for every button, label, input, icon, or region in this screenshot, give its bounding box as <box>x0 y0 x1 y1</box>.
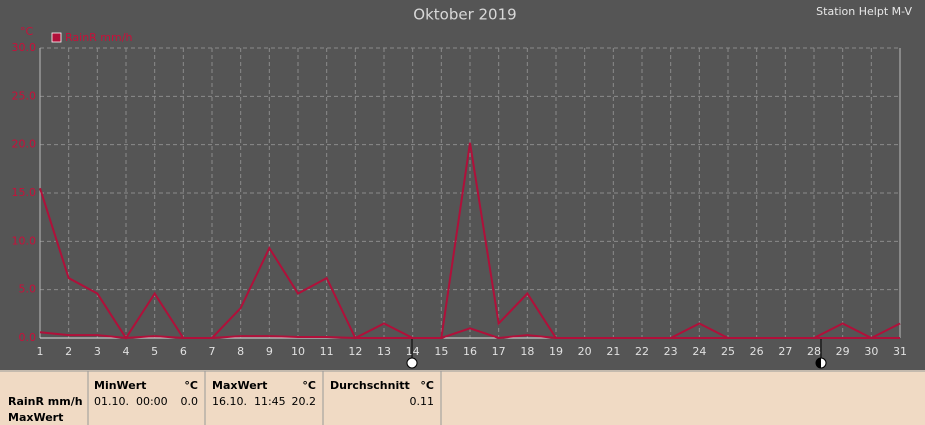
y-tick-label: 30.0 <box>12 41 37 54</box>
x-tick-label: 20 <box>578 345 592 358</box>
x-tick-label: 30 <box>864 345 878 358</box>
x-tick-label: 31 <box>893 345 907 358</box>
x-tick-label: 29 <box>836 345 850 358</box>
time: 16.10. 11:45 <box>212 395 286 408</box>
column-title: MaxWert <box>212 379 267 392</box>
x-tick-label: 25 <box>721 345 735 358</box>
x-tick-label: 15 <box>434 345 448 358</box>
x-tick-label: 17 <box>492 345 506 358</box>
table-background <box>0 370 925 425</box>
chart-subtitle: Station Helpt M-V <box>816 5 912 18</box>
unit: °C <box>420 379 434 392</box>
x-tick-label: 21 <box>606 345 620 358</box>
x-tick-label: 18 <box>520 345 534 358</box>
x-tick-label: 27 <box>778 345 792 358</box>
y-tick-label: 10.0 <box>12 234 37 247</box>
y-tick-label: 15.0 <box>12 186 37 199</box>
chart-background <box>0 0 925 370</box>
x-tick-label: 16 <box>463 345 477 358</box>
x-tick-label: 24 <box>692 345 706 358</box>
y-tick-label: 5.0 <box>19 283 37 296</box>
value: 20.2 <box>292 395 317 408</box>
row-label: RainR mm/h <box>8 395 83 408</box>
x-tick-label: 9 <box>266 345 273 358</box>
x-tick-label: 13 <box>377 345 391 358</box>
x-tick-label: 3 <box>94 345 101 358</box>
stats-table: RainR mm/h MaxWert MinWert °C 01.10. 00:… <box>0 370 925 425</box>
x-tick-label: 12 <box>348 345 362 358</box>
column-title: Durchschnitt <box>330 379 410 392</box>
moon-half-shade <box>816 358 821 368</box>
x-tick-label: 5 <box>151 345 158 358</box>
value: 0.0 <box>181 395 199 408</box>
x-tick-label: 6 <box>180 345 187 358</box>
chart-title: Oktober 2019 <box>413 6 516 24</box>
unit: °C <box>184 379 198 392</box>
time: 01.10. 00:00 <box>94 395 168 408</box>
x-tick-label: 11 <box>320 345 334 358</box>
x-tick-label: 2 <box>65 345 72 358</box>
unit: °C <box>302 379 316 392</box>
column-title: MinWert <box>94 379 146 392</box>
y-tick-label: 20.0 <box>12 138 37 151</box>
series-line <box>39 327 900 340</box>
row-label: MaxWert <box>8 411 63 424</box>
moon-full <box>406 357 418 369</box>
x-tick-label: 22 <box>635 345 649 358</box>
x-tick-label: 1 <box>37 345 44 358</box>
x-tick-label: 19 <box>549 345 563 358</box>
x-tick-label: 8 <box>237 345 244 358</box>
x-tick-label: 10 <box>291 345 305 358</box>
x-tick-label: 26 <box>750 345 764 358</box>
value: 0.11 <box>410 395 435 408</box>
legend-swatch <box>51 32 62 43</box>
x-tick-label: 4 <box>123 345 130 358</box>
y-tick-label: 25.0 <box>12 89 37 102</box>
x-tick-label: 28 <box>807 345 821 358</box>
x-tick-label: 23 <box>664 345 678 358</box>
x-tick-label: 7 <box>209 345 216 358</box>
y-tick-label: 0.0 <box>19 331 37 344</box>
x-tick-label: 14 <box>406 345 420 358</box>
legend-label: RainR mm/h <box>65 31 132 44</box>
y-axis-label: °C <box>20 25 34 38</box>
